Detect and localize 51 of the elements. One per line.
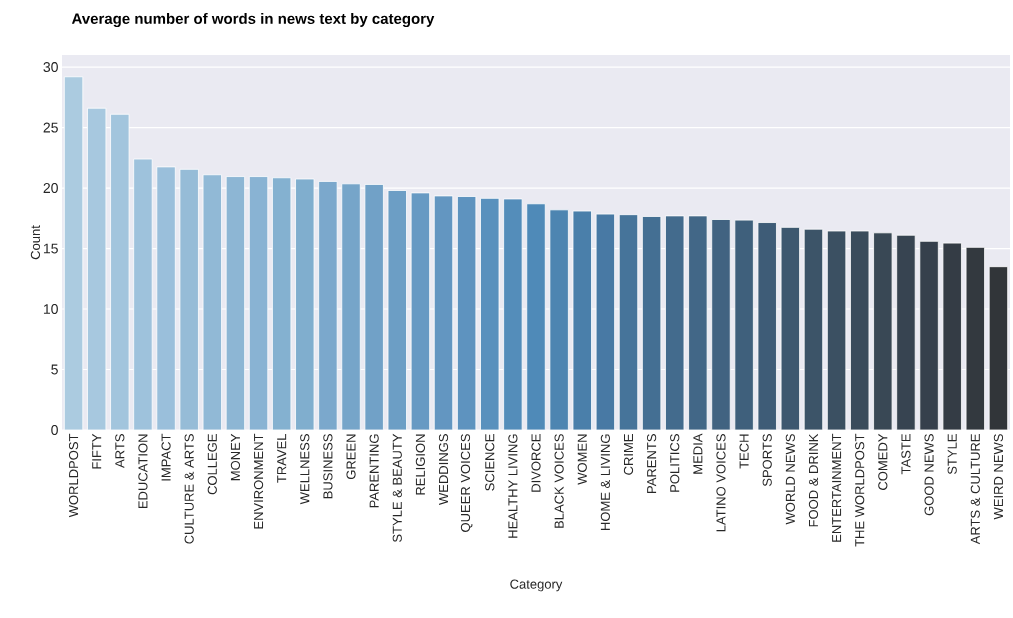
x-tick-label: SPORTS [762,434,772,487]
y-axis-title: Count [30,225,41,260]
x-tick-label: LATINO VOICES [716,434,726,532]
x-tick-label: THE WORLDPOST [855,433,865,547]
y-tick-label: 0 [51,425,58,435]
y-tick-label: 20 [43,183,58,194]
x-tick-label: HOME & LIVING [600,434,610,530]
x-tick-label: SCIENCE [485,434,495,491]
x-tick-label: WEDDINGS [438,434,449,505]
x-tick-label: PARENTING [369,434,379,508]
x-tick-label: WELLNESS [300,434,310,505]
x-tick-label: HEALTHY LIVING [508,434,518,538]
x-tick-label: QUEER VOICES [460,434,473,532]
x-tick-label: BLACK VOICES [554,434,564,528]
y-tick-label: 30 [43,62,58,73]
x-tick-label: COMEDY [878,433,888,490]
y-tick-label: 25 [43,122,58,133]
x-tick-label: COLLEGE [207,434,217,495]
x-tick-label: CULTURE & ARTS [184,434,194,544]
x-tick-label: MEDIA [693,433,703,474]
x-tick-label: TECH [739,434,749,469]
x-tick-label: CRIME [623,434,634,475]
x-tick-label: MONEY [230,433,241,481]
x-tick-label: STYLE & BEAUTY [392,433,402,543]
x-tick-label: ENVIRONMENT [253,433,264,529]
x-tick-label: IMPACT [161,433,171,481]
x-tick-label: FIFTY [92,433,102,469]
x-tick-label: ARTS [115,434,125,468]
x-tick-label: WORLDPOST [68,433,79,518]
x-tick-label: STYLE [947,434,957,475]
x-tick-label: GREEN [346,434,356,480]
x-tick-label: TRAVEL [277,433,287,483]
x-tick-label: WOMEN [577,434,587,485]
x-tick-label: EDUCATION [138,434,148,509]
y-tick-label: 10 [43,304,58,314]
x-tick-label: DIVORCE [531,434,541,492]
x-tick-label: POLITICS [670,434,680,492]
x-tick-label: ARTS & CULTURE [970,434,980,545]
x-tick-label: WEIRD NEWS [993,434,1004,520]
x-tick-label: TASTE [901,434,911,475]
y-tick-label: 5 [51,364,58,375]
x-tick-label: WORLD NEWS [785,434,795,525]
x-tick-label: FOOD & DRINK [808,433,819,527]
x-tick-label: BUSINESS [323,434,333,499]
x-axis-title: Category [510,579,563,592]
x-tick-label: GOOD NEWS [924,434,934,516]
x-tick-label: RELIGION [415,434,425,495]
y-tick-label: 15 [43,243,58,254]
x-tick-label: PARENTS [647,434,657,493]
x-tick-label: ENTERTAINMENT [832,433,842,542]
chart-title: Average number of words in news text by category [71,12,435,28]
